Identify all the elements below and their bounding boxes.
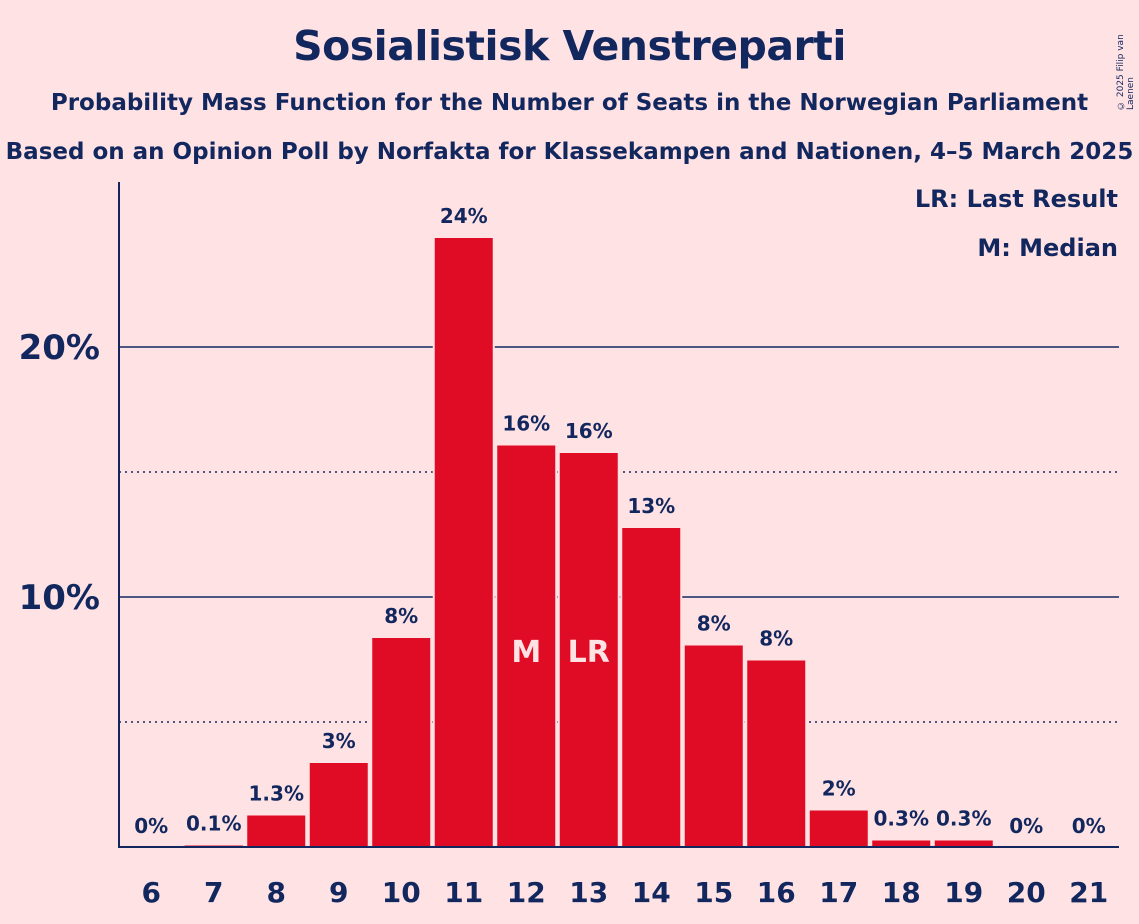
x-tick-label: 16 [757, 876, 796, 909]
bar-seat-10 [370, 636, 433, 848]
bar-seat-8 [245, 813, 308, 848]
x-tick-label: 17 [819, 876, 858, 909]
data-label: 3% [322, 729, 356, 753]
data-label: 0% [134, 814, 168, 838]
x-tick-label: 15 [694, 876, 733, 909]
x-tick-label: 20 [1007, 876, 1046, 909]
x-tick-label: 8 [267, 876, 286, 909]
bar-seat-14 [620, 526, 683, 848]
data-label: 0% [1009, 814, 1043, 838]
bar-seat-11 [432, 236, 495, 848]
data-label: 0% [1072, 814, 1106, 838]
y-tick-label: 10% [19, 578, 100, 618]
data-label: 16% [502, 412, 550, 436]
data-label: 8% [697, 612, 731, 636]
x-tick-label: 21 [1069, 876, 1108, 909]
x-tick-label: 13 [569, 876, 608, 909]
data-label: 0.3% [874, 807, 929, 831]
y-tick-label: 20% [19, 328, 100, 368]
bar-seat-12 [495, 443, 558, 848]
bar-seat-15 [682, 643, 745, 848]
bar-seat-9 [307, 761, 370, 848]
x-tick-label: 11 [444, 876, 483, 909]
data-label: 0.1% [186, 812, 241, 836]
x-tick-label: 14 [632, 876, 671, 909]
data-label: 8% [759, 627, 793, 651]
x-tick-label: 10 [382, 876, 421, 909]
data-label: 24% [440, 204, 488, 228]
data-label: 8% [384, 604, 418, 628]
data-label: 2% [822, 777, 856, 801]
bar-seat-18 [870, 838, 933, 848]
legend-last-result: LR: Last Result [914, 185, 1118, 213]
x-tick-label: 6 [142, 876, 161, 909]
data-label: 13% [627, 494, 675, 518]
median-marker: M [511, 635, 541, 670]
data-label: 1.3% [249, 782, 304, 806]
x-tick-label: 12 [507, 876, 546, 909]
bar-seat-17 [807, 808, 870, 848]
legend-median: M: Median [977, 234, 1118, 262]
x-tick-label: 19 [944, 876, 983, 909]
bar-seat-16 [745, 658, 808, 848]
last-result-marker: LR [568, 635, 610, 670]
chart-subtitle-poll: Based on an Opinion Poll by Norfakta for… [5, 139, 1134, 165]
x-tick-label: 9 [329, 876, 348, 909]
data-label: 16% [565, 419, 613, 443]
data-label: 0.3% [936, 807, 991, 831]
x-tick-label: 18 [882, 876, 921, 909]
bar-seat-19 [932, 838, 995, 848]
x-tick-label: 7 [204, 876, 223, 909]
chart-title: Sosialistisk Venstreparti [293, 22, 846, 70]
bar-seat-13 [557, 451, 620, 848]
chart-subtitle: Probability Mass Function for the Number… [50, 90, 1089, 116]
